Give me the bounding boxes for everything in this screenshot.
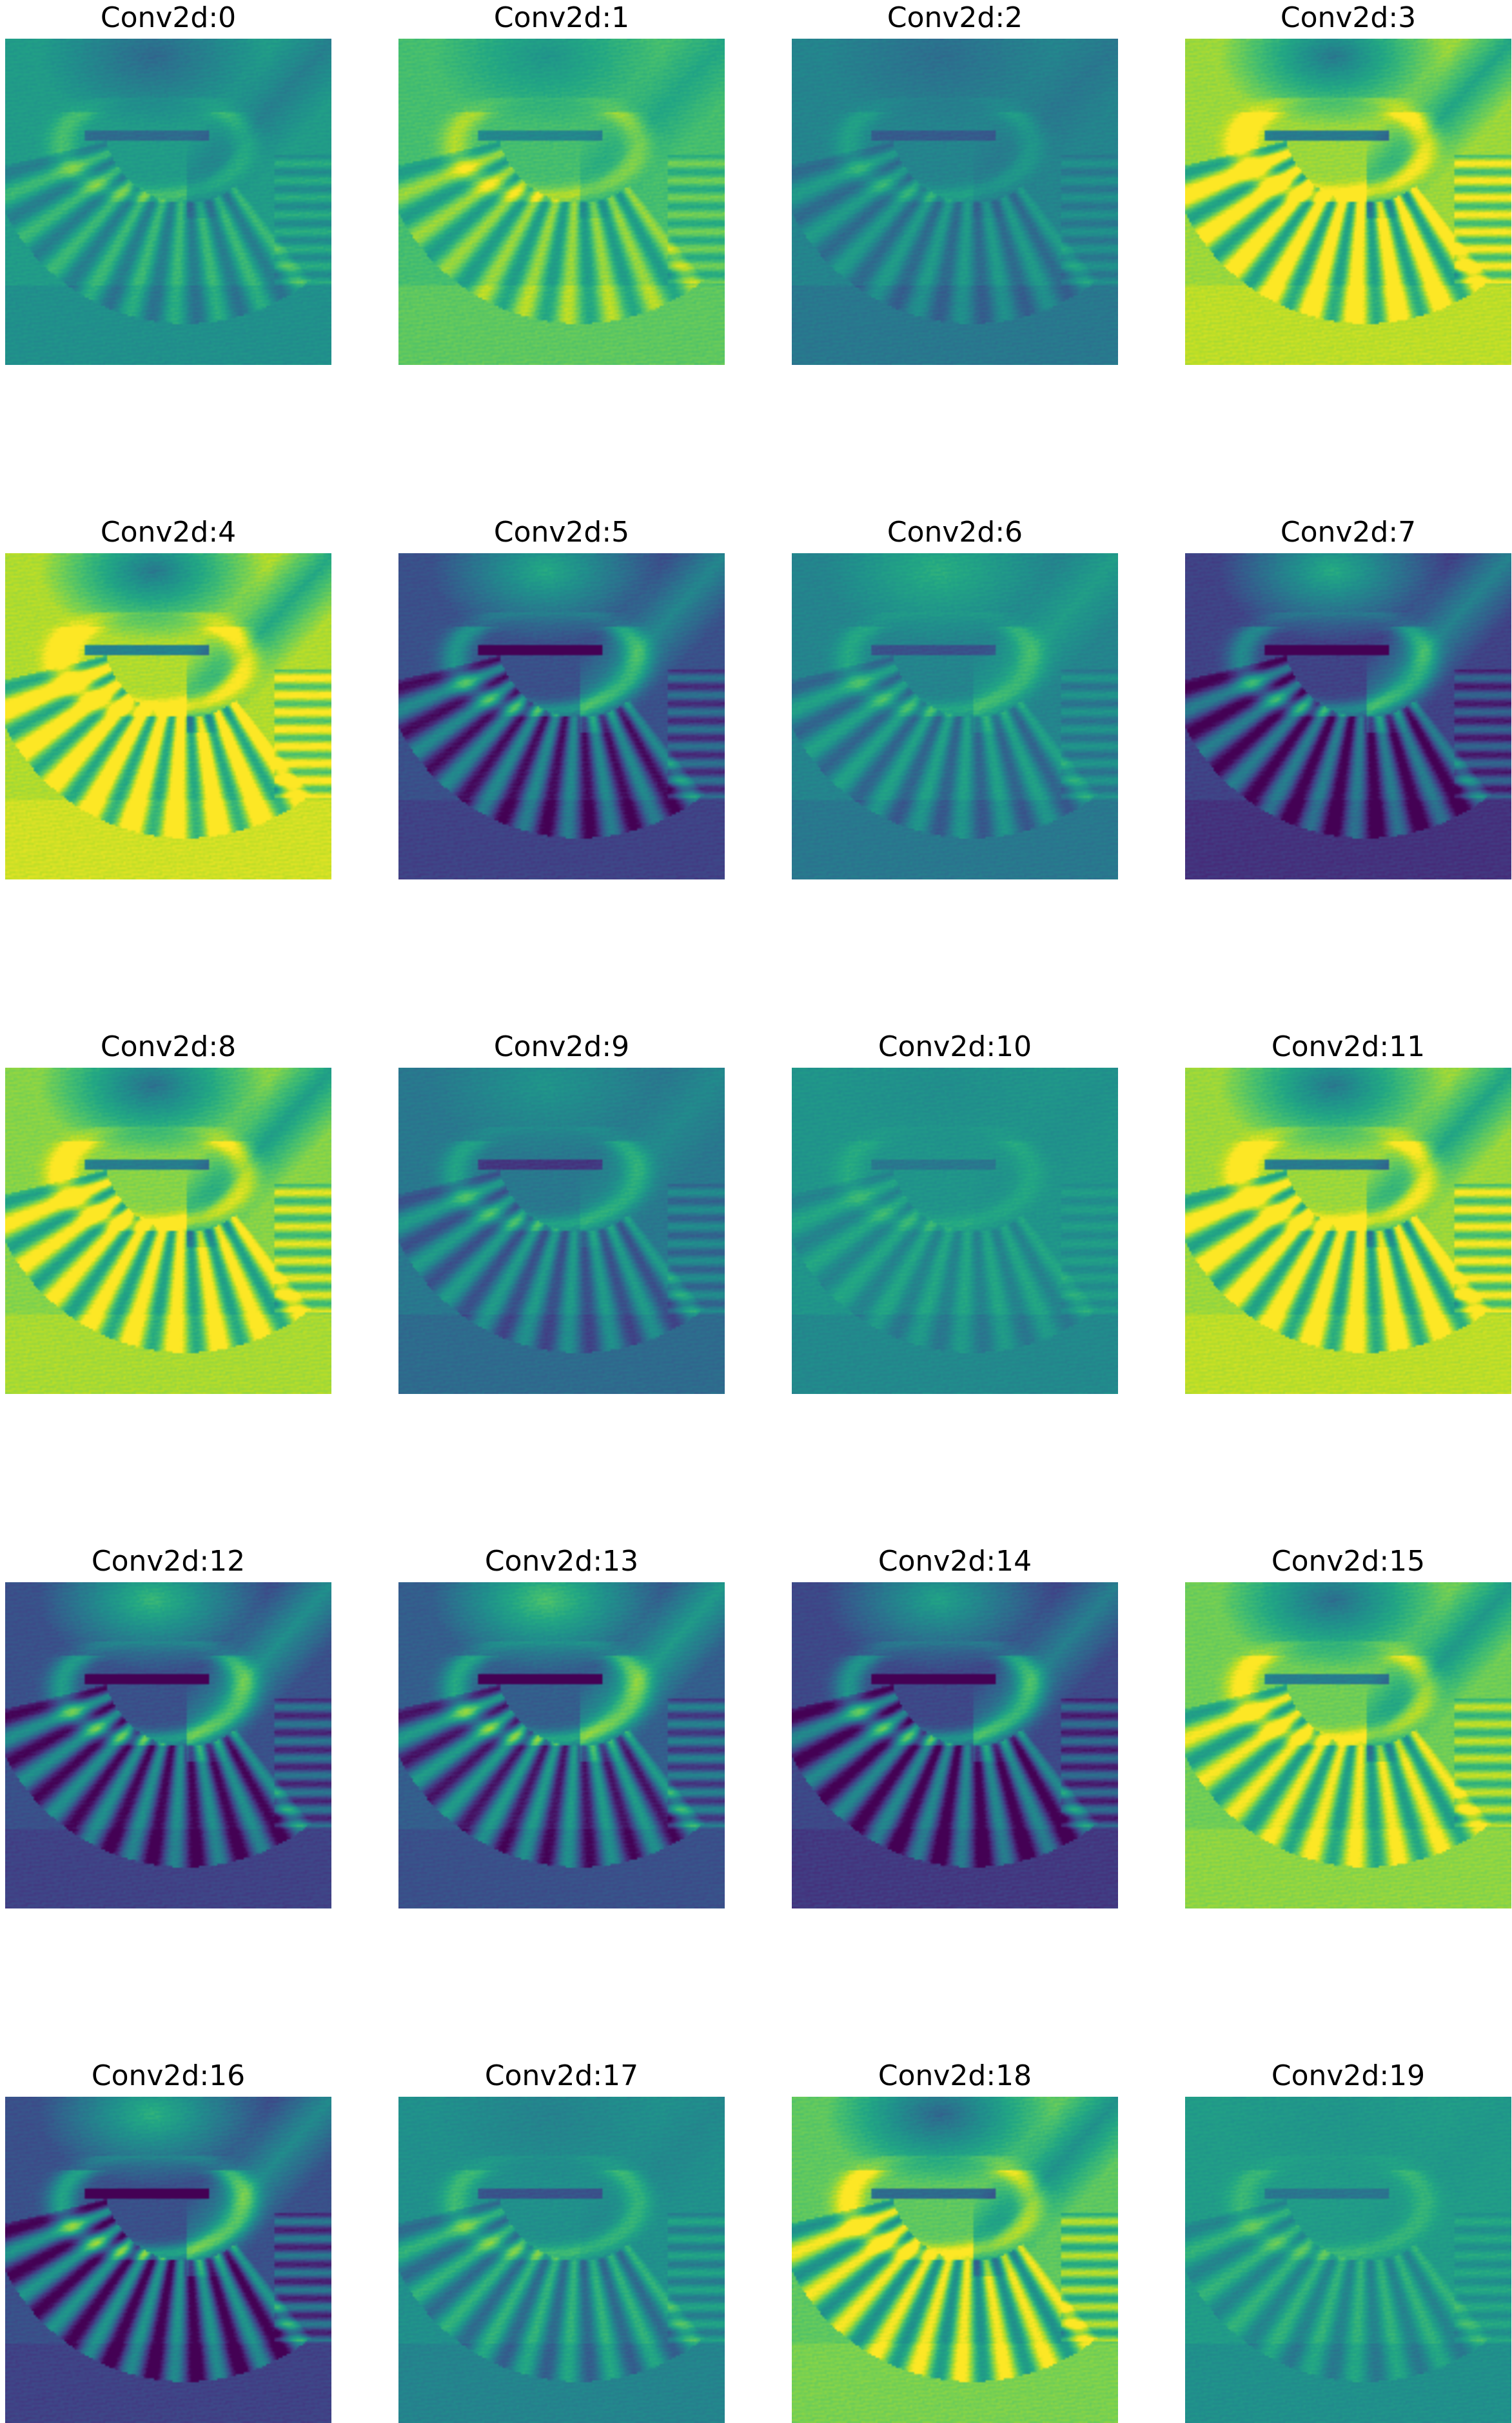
feature-map-panel: Conv2d:4 (5, 515, 331, 879)
feature-map-panel: Conv2d:17 (398, 2058, 725, 2423)
feature-map-panel: Conv2d:0 (5, 0, 331, 365)
feature-map-image (5, 2097, 331, 2423)
feature-map-panel: Conv2d:13 (398, 1544, 725, 1908)
panel-title: Conv2d:7 (1280, 516, 1417, 549)
feature-map-panel: Conv2d:19 (1185, 2058, 1511, 2423)
feature-map-panel: Conv2d:12 (5, 1544, 331, 1908)
feature-map-image (398, 1068, 725, 1394)
feature-map-image (5, 1582, 331, 1908)
panel-title: Conv2d:9 (493, 1030, 630, 1063)
feature-map-image (1185, 39, 1511, 365)
feature-map-panel: Conv2d:8 (5, 1029, 331, 1394)
feature-map-image (792, 553, 1118, 879)
panel-title: Conv2d:13 (484, 1545, 639, 1578)
panel-title: Conv2d:12 (91, 1545, 246, 1578)
panel-title: Conv2d:16 (91, 2059, 246, 2092)
feature-map-image (1185, 553, 1511, 879)
panel-title: Conv2d:1 (493, 1, 630, 34)
panel-title: Conv2d:17 (484, 2059, 639, 2092)
feature-map-panel: Conv2d:7 (1185, 515, 1511, 879)
feature-map-panel: Conv2d:10 (792, 1029, 1118, 1394)
feature-map-panel: Conv2d:1 (398, 0, 725, 365)
feature-map-image (792, 1582, 1118, 1908)
panel-title: Conv2d:3 (1280, 1, 1417, 34)
feature-map-image (1185, 2097, 1511, 2423)
feature-map-image (1185, 1068, 1511, 1394)
feature-map-panel: Conv2d:14 (792, 1544, 1118, 1908)
feature-map-panel: Conv2d:9 (398, 1029, 725, 1394)
panel-title: Conv2d:10 (878, 1030, 1032, 1063)
feature-map-image (5, 39, 331, 365)
panel-title: Conv2d:18 (878, 2059, 1032, 2092)
feature-map-panel: Conv2d:15 (1185, 1544, 1511, 1908)
panel-title: Conv2d:11 (1271, 1030, 1426, 1063)
feature-map-image (398, 1582, 725, 1908)
feature-map-image (792, 1068, 1118, 1394)
feature-map-panel: Conv2d:2 (792, 0, 1118, 365)
feature-map-panel: Conv2d:11 (1185, 1029, 1511, 1394)
feature-map-panel: Conv2d:6 (792, 515, 1118, 879)
panel-title: Conv2d:14 (878, 1545, 1032, 1578)
feature-map-panel: Conv2d:5 (398, 515, 725, 879)
feature-map-panel: Conv2d:18 (792, 2058, 1118, 2423)
panel-title: Conv2d:15 (1271, 1545, 1426, 1578)
panel-title: Conv2d:2 (887, 1, 1023, 34)
feature-map-image (792, 39, 1118, 365)
feature-map-image (398, 2097, 725, 2423)
feature-map-image (792, 2097, 1118, 2423)
feature-map-image (398, 39, 725, 365)
feature-map-panel: Conv2d:3 (1185, 0, 1511, 365)
panel-title: Conv2d:0 (100, 1, 237, 34)
feature-map-image (5, 553, 331, 879)
feature-map-image (5, 1068, 331, 1394)
panel-title: Conv2d:8 (100, 1030, 237, 1063)
panel-title: Conv2d:5 (493, 516, 630, 549)
panel-title: Conv2d:6 (887, 516, 1023, 549)
feature-map-image (1185, 1582, 1511, 1908)
panel-title: Conv2d:4 (100, 516, 237, 549)
panel-title: Conv2d:19 (1271, 2059, 1426, 2092)
feature-map-image (398, 553, 725, 879)
feature-map-panel: Conv2d:16 (5, 2058, 331, 2423)
